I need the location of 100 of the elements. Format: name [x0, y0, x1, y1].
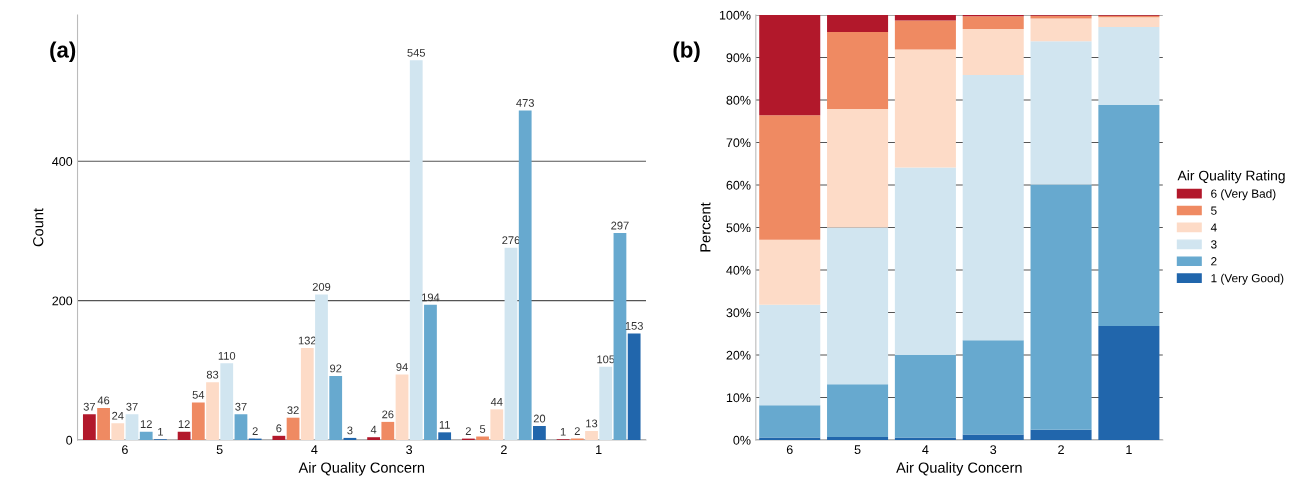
data-label: 194 [422, 293, 440, 302]
x-tick-label: 5 [854, 445, 861, 455]
data-label: 24 [112, 411, 124, 420]
y-axis-title: Count [33, 208, 44, 247]
bar [627, 333, 641, 440]
bar [585, 430, 598, 440]
data-label: 132 [298, 336, 316, 345]
data-label: 26 [382, 410, 394, 419]
data-label: 4 [370, 425, 377, 434]
x-axis-title: Air Quality Concern [298, 462, 425, 476]
data-label: 94 [396, 363, 408, 371]
y-tick-label: 70% [726, 138, 751, 148]
x-tick-label: 2 [1058, 445, 1064, 454]
bar [759, 115, 821, 240]
bar [827, 227, 889, 385]
data-label: 110 [218, 351, 236, 360]
legend-label: 6 (Very Bad) [1211, 189, 1276, 201]
bar [424, 304, 437, 440]
legend-label: 3 [1211, 240, 1217, 249]
y-tick-label: 80% [726, 95, 751, 105]
x-tick-label: 4 [311, 445, 318, 454]
bar [1098, 105, 1160, 327]
data-label: 5 [479, 425, 486, 433]
bar [1030, 184, 1092, 430]
x-tick-label: 2 [501, 445, 507, 454]
x-axis-title: Air Quality Concern [896, 462, 1022, 476]
y-tick-label: 10% [726, 393, 751, 403]
bar [395, 374, 409, 440]
data-label: 2 [574, 427, 580, 435]
bar [827, 437, 889, 440]
x-tick-label: 3 [406, 445, 413, 455]
y-tick-label: 200 [52, 296, 73, 306]
bar [599, 366, 613, 440]
data-label: 32 [287, 406, 299, 415]
bar [827, 15, 889, 32]
bar [139, 431, 153, 440]
bar [111, 423, 125, 440]
bar [286, 417, 300, 440]
y-tick-label: 40% [726, 265, 751, 275]
bar [409, 60, 423, 440]
bar [962, 340, 1024, 435]
x-tick-label: 3 [990, 445, 997, 455]
legend-label: 5 [1211, 206, 1217, 215]
y-tick-label: 50% [726, 223, 751, 233]
bar [827, 32, 889, 109]
y-tick-label: 0 [66, 435, 73, 445]
legend-title: Air Quality Rating [1177, 170, 1285, 184]
bar [1098, 17, 1160, 27]
legend-label: 1 (Very Good) [1211, 273, 1284, 285]
bar [827, 384, 889, 438]
bar [97, 407, 110, 440]
y-axis-title: Percent [700, 202, 711, 252]
data-label: 1 [560, 427, 566, 436]
data-label: 92 [330, 364, 342, 373]
bar [962, 434, 1024, 440]
bar [206, 382, 219, 440]
bar [962, 74, 1024, 341]
x-tick-label: 6 [122, 445, 128, 455]
y-tick-label: 100% [719, 10, 751, 20]
y-tick-label: 90% [726, 53, 751, 63]
legend-label: 4 [1210, 223, 1217, 232]
text: (b) [673, 41, 700, 63]
bar [329, 375, 343, 440]
bar [1030, 18, 1092, 42]
data-label: 20 [533, 414, 546, 423]
bar [315, 294, 328, 440]
bar [220, 363, 234, 440]
x-tick-label: 6 [786, 445, 793, 455]
data-label: 6 [276, 424, 282, 433]
data-label: 2 [465, 427, 471, 435]
y-tick-label: 0% [733, 435, 751, 445]
data-label: 83 [206, 370, 219, 379]
bar [962, 29, 1024, 75]
data-label: 473 [516, 99, 534, 107]
bar [827, 108, 889, 228]
legend-label: 2 [1211, 257, 1217, 266]
text: (a) [50, 41, 76, 63]
data-label: 46 [97, 396, 110, 405]
data-label: 105 [597, 355, 615, 364]
bar [191, 402, 205, 440]
bar [438, 432, 452, 440]
data-label: 12 [140, 420, 152, 428]
bar [82, 414, 96, 440]
bar [759, 15, 821, 116]
bar [1098, 326, 1160, 440]
bar [300, 348, 314, 440]
data-label: 37 [83, 402, 95, 411]
bar [533, 426, 546, 440]
y-tick-label: 20% [726, 350, 751, 360]
bar [504, 247, 518, 440]
y-tick-label: 60% [726, 180, 751, 190]
x-tick-label: 1 [1126, 445, 1132, 454]
bar [894, 167, 956, 355]
bar [894, 20, 956, 50]
bar [759, 239, 821, 305]
y-tick-label: 30% [726, 308, 751, 318]
data-label: 3 [347, 426, 353, 435]
data-label: 2 [252, 427, 258, 435]
data-label: 297 [611, 221, 629, 230]
bar [894, 49, 956, 168]
